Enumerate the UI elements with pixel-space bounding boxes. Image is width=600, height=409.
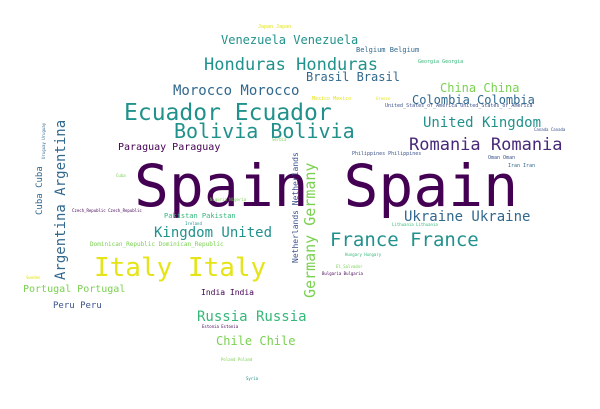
- word-france: France France: [330, 229, 479, 251]
- word-mexico: Mexico Mexico: [312, 96, 352, 102]
- word-estonia: Estonia Estonia: [202, 324, 239, 329]
- word-uruguay: Uruguay Uruguay: [41, 122, 46, 159]
- word-united-kingdom: United Kingdom: [423, 115, 542, 131]
- word-georgia: Georgia Georgia: [418, 59, 464, 65]
- word-sweden: Sweden: [26, 275, 41, 280]
- word-usa: United_States_of_America United_States_o…: [385, 103, 533, 109]
- word-ireland: Ireland: [185, 221, 202, 226]
- word-italy: Italy Italy: [94, 253, 267, 283]
- word-netherlands: Netherlands Netherlands: [291, 152, 300, 263]
- word-lithuania: Lithuania Lithuania: [392, 222, 438, 227]
- word-germany: Germany Germany: [301, 162, 319, 298]
- word-venezuela: Venezuela Venezuela: [221, 33, 359, 47]
- word-kingdom-united: Kingdom United: [154, 225, 273, 241]
- word-greece: Greece: [376, 96, 391, 101]
- word-nigeria: Nigeria Nigeria: [210, 197, 247, 202]
- word-belgium: Belgium Belgium: [356, 46, 420, 54]
- word-argentina: Argentina Argentina: [53, 119, 69, 280]
- word-serbia: Serbia: [272, 137, 287, 142]
- word-syria: Syria: [246, 376, 259, 381]
- word-paraguay: Paraguay Paraguay: [118, 142, 221, 153]
- word-dominican-republic: Dominican_Republic Dominican_Republic: [90, 241, 224, 248]
- word-chile: Chile Chile: [216, 334, 296, 348]
- word-poland: Poland Poland: [221, 357, 253, 362]
- word-canada: Canada Canada: [534, 127, 566, 132]
- word-oman: Oman Oman: [488, 155, 516, 161]
- word-cuba: Cuba Cuba: [35, 166, 45, 215]
- word-brasil: Brasil Brasil: [306, 70, 400, 84]
- word-ukraine: Ukraine Ukraine: [404, 209, 531, 225]
- word-czech-republic: Czech_Republic Czech_Republic: [72, 208, 142, 213]
- word-hungary: Hungary Hungary: [345, 252, 382, 257]
- word-iran: Iran Iran: [508, 163, 536, 169]
- word-bulgaria: Bulgaria Bulgaria: [322, 271, 363, 276]
- word-romania: Romania Romania: [409, 135, 563, 155]
- word-el-salvador: El_Salvador: [336, 264, 363, 269]
- word-bolivia: Bolivia Bolivia: [174, 119, 355, 143]
- word-honduras: Honduras Honduras: [204, 55, 378, 75]
- word-cuba-small: Cuba: [116, 173, 126, 178]
- word-morocco: Morocco Morocco: [173, 83, 300, 99]
- word-colombia: Colombia Colombia: [412, 93, 535, 107]
- word-portugal: Portugal Portugal: [23, 284, 126, 295]
- word-japan: Japan Japan: [258, 24, 292, 30]
- word-spain: Spain Spain: [134, 152, 519, 220]
- word-ecuador: Ecuador Ecuador: [124, 100, 332, 126]
- word-peru: Peru Peru: [53, 301, 102, 311]
- word-pakistan: Pakistan Pakistan: [164, 212, 236, 220]
- word-philippines: Philippines Philippines: [352, 151, 422, 157]
- word-russia: Russia Russia: [197, 309, 307, 325]
- word-china: China China: [440, 81, 520, 95]
- word-india: India India: [201, 288, 254, 297]
